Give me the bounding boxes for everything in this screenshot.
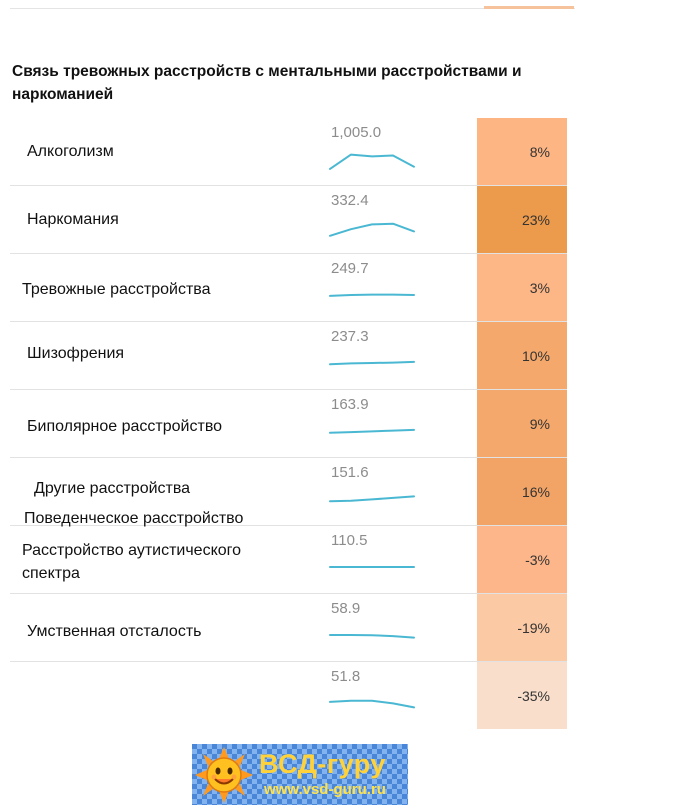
row-label: Расстройство аутистического [22, 542, 242, 559]
top-divider [10, 8, 575, 9]
row-label: Другие расстройства [34, 480, 191, 497]
sparkline-path [329, 495, 415, 503]
percent-cell: -19% [477, 594, 567, 661]
sparkline-path [329, 428, 415, 434]
row-value: 1,005.0 [331, 124, 382, 141]
percent-value: 8% [529, 143, 550, 160]
row-label: Шизофрения [27, 345, 125, 362]
percent-cell: 16% [477, 458, 567, 525]
percent-value: 23% [521, 211, 550, 228]
row-value: 58.9 [331, 600, 361, 617]
comparison-table: Алкоголизм 1,005.0 8% Наркомания 332.4 2… [10, 118, 567, 729]
row-value: 249.7 [331, 260, 369, 277]
percent-cell: 8% [477, 118, 567, 185]
sun-mascot-icon [195, 747, 253, 803]
row-value: 151.6 [331, 464, 369, 481]
logo-url: www.vsd-guru.ru [264, 781, 386, 798]
row-label-secondary: спектра [22, 565, 80, 582]
percent-value: -19% [517, 619, 550, 636]
percent-cell: 10% [477, 322, 567, 389]
percent-cell: 3% [477, 254, 567, 321]
table-row: Умственная отсталость 58.9 -19% [10, 594, 567, 662]
sparkline [329, 153, 415, 170]
table-row: Тревожные расстройства 249.7 3% [10, 254, 567, 322]
sparkline [329, 428, 415, 434]
table-row: 51.8 -35% [10, 662, 567, 729]
logo-title: ВСД-гуру [259, 749, 386, 779]
previous-table-cell-edge [484, 6, 574, 9]
sparkline [329, 495, 415, 503]
sparkline [329, 293, 415, 297]
sparkline-path [329, 222, 415, 237]
table-row: Биполярное расстройство 163.9 9% [10, 390, 567, 458]
percent-value: 9% [529, 415, 550, 432]
table-row: Шизофрения 237.3 10% [10, 322, 567, 390]
row-label: Тревожные расстройства [22, 281, 211, 298]
row-label-secondary: Поведенческое расстройство [24, 510, 244, 527]
row-label: Умственная отсталость [27, 623, 202, 640]
row-value: 332.4 [331, 192, 369, 209]
percent-value: 3% [529, 279, 550, 296]
sparkline [329, 699, 415, 709]
sparkline [329, 566, 415, 568]
table-row: Расстройство аутистического спектра 110.… [10, 526, 567, 594]
row-value: 51.8 [331, 668, 361, 685]
percent-cell: 9% [477, 390, 567, 457]
percent-value: 16% [521, 483, 550, 500]
site-logo[interactable]: ВСД-гуру www.vsd-guru.ru [192, 744, 408, 805]
percent-value: -3% [525, 551, 550, 568]
percent-value: -35% [517, 687, 550, 704]
sparkline-path [329, 699, 415, 709]
table-row: Другие расстройства Поведенческое расстр… [10, 458, 567, 527]
row-value: 110.5 [331, 532, 368, 549]
sparkline-path [329, 360, 415, 366]
row-value: 163.9 [331, 396, 369, 413]
percent-cell: 23% [477, 186, 567, 253]
percent-cell: -35% [477, 662, 567, 729]
sparkline [329, 360, 415, 366]
sparkline [329, 634, 415, 639]
row-label: Алкоголизм [27, 143, 114, 160]
table-title: Связь тревожных расстройств с ментальным… [12, 63, 522, 103]
sparkline-path [329, 153, 415, 170]
row-label: Биполярное расстройство [27, 418, 223, 435]
table-row: Наркомания 332.4 23% [10, 186, 567, 254]
sparkline-path [329, 293, 415, 297]
sparkline-path [329, 634, 415, 639]
percent-cell: -3% [477, 526, 567, 593]
percent-value: 10% [521, 347, 550, 364]
table-row: Алкоголизм 1,005.0 8% [10, 118, 567, 186]
row-label: Наркомания [27, 211, 119, 228]
row-value: 237.3 [331, 328, 369, 345]
sparkline [329, 222, 415, 237]
